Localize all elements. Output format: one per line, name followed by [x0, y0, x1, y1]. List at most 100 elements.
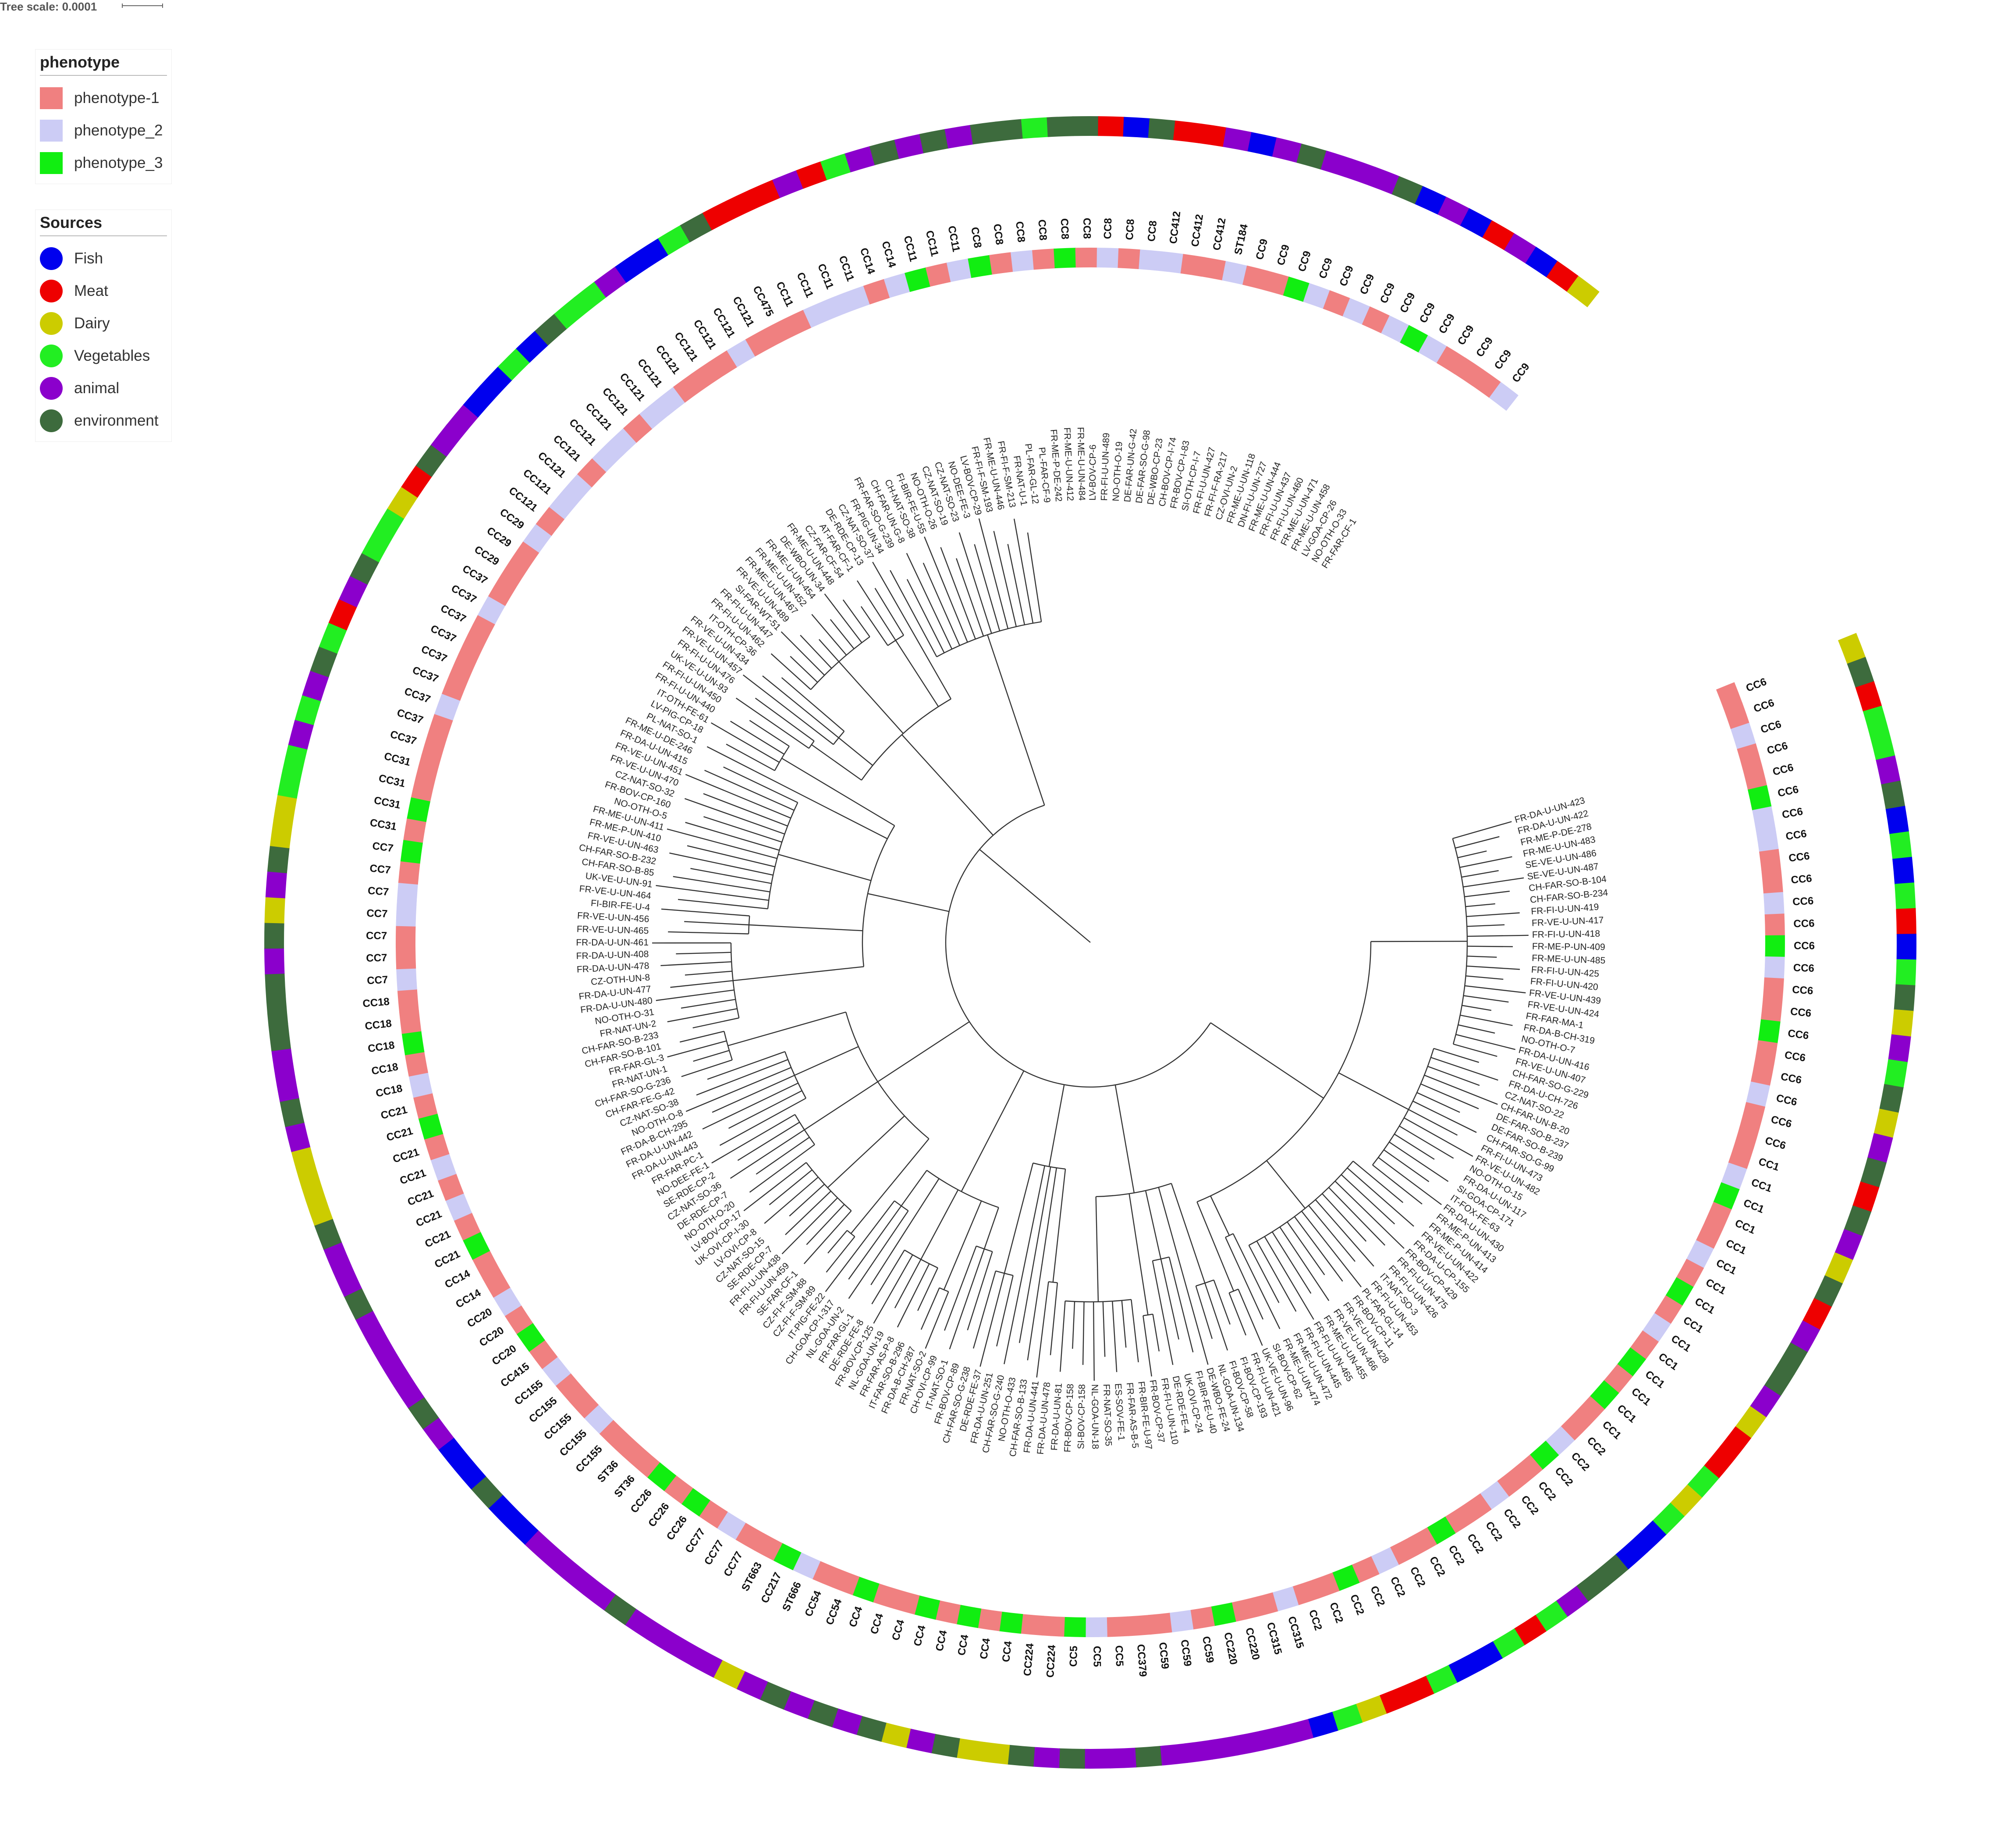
- cc-label: CC2: [1553, 1465, 1575, 1489]
- cc-label: CC6: [1771, 761, 1795, 778]
- cc-label: CC1: [1724, 1237, 1748, 1257]
- source-segment: [1021, 117, 1049, 139]
- source-segment: [1777, 1342, 1808, 1375]
- source-segment: [749, 179, 781, 208]
- tip-branch: [696, 1059, 788, 1096]
- phenotype-segment: [404, 1051, 428, 1077]
- tip-branch: [685, 1067, 791, 1112]
- phenotype-segment: [407, 796, 431, 822]
- cc-label: CC4: [847, 1605, 865, 1629]
- cc-label: CC9: [1455, 323, 1476, 347]
- cc-label: CC1: [1681, 1314, 1705, 1336]
- source-segment: [516, 331, 549, 363]
- phenotype-segment: [1381, 315, 1410, 343]
- tip-branch: [1152, 1261, 1174, 1365]
- phenotype-ring: [395, 248, 1785, 1638]
- phenotype-segment: [1737, 743, 1762, 770]
- cc-label: CC315: [1264, 1621, 1284, 1656]
- legend-label: Meat: [74, 282, 108, 299]
- source-segment: [1525, 246, 1558, 278]
- tip-branch: [827, 1230, 848, 1254]
- source-segment: [305, 1194, 333, 1226]
- phenotype-segment: [1370, 1547, 1399, 1574]
- source-segment: [1735, 1406, 1767, 1439]
- source-segment: [488, 1494, 521, 1527]
- tip-branch: [1412, 1100, 1477, 1133]
- phenotype-segment: [1742, 764, 1767, 790]
- tip-branch: [1408, 1109, 1458, 1136]
- tip-branch: [719, 1098, 806, 1146]
- source-segment: [1345, 158, 1376, 186]
- tip-labels: FR-DA-U-UN-423FR-DA-U-UN-422FR-ME-P-DE-2…: [576, 427, 1608, 1457]
- clade-branch: [794, 1046, 859, 1076]
- tip-branch: [871, 1250, 905, 1304]
- source-segment: [1596, 1554, 1629, 1586]
- cc-label: CC6: [1792, 895, 1814, 908]
- phenotype-segment: [623, 413, 653, 443]
- tip-branch: [996, 1275, 1014, 1347]
- tip-branch: [1322, 1193, 1367, 1242]
- phenotype-segment: [727, 339, 756, 367]
- phenotype-segment: [717, 1511, 746, 1540]
- phenotype-segment: [1735, 1122, 1760, 1149]
- phenotype-segment: [396, 968, 417, 991]
- tip-label: LV-BOV-CP-6: [1088, 444, 1098, 501]
- cc-label: CC2: [1519, 1493, 1541, 1517]
- phenotype-segment: [1106, 1616, 1129, 1637]
- sources-legend: Sources Fish Meat Dairy Vegetables anima…: [35, 210, 172, 442]
- tip-branch: [704, 770, 795, 811]
- source-segment: [1844, 1205, 1871, 1237]
- phenotype-segment: [424, 1133, 450, 1160]
- tip-label: FR-VE-U-UN-417: [1532, 915, 1604, 928]
- source-segment: [319, 622, 347, 654]
- phenotype-segment: [647, 1462, 677, 1491]
- cc-label: CC8: [1124, 219, 1137, 240]
- phenotype-segment: [1332, 1564, 1360, 1591]
- cc-label: CC4: [933, 1629, 950, 1652]
- tip-branch: [749, 1144, 815, 1193]
- phenotype-segment: [1075, 248, 1098, 268]
- phenotype-segment: [1696, 1221, 1723, 1250]
- phenotype-segment: [681, 1488, 710, 1517]
- cc-label: CC1: [1669, 1333, 1693, 1354]
- cc-label: CC9: [1417, 301, 1437, 325]
- cc-label: CC9: [1510, 361, 1532, 385]
- cc-label: CC54: [823, 1597, 844, 1627]
- cc-label: CC11: [923, 229, 941, 258]
- phenotype-segment: [893, 1589, 920, 1615]
- tip-branch: [917, 1267, 938, 1311]
- tree-branches: [652, 518, 1529, 1381]
- tip-branch: [673, 876, 770, 892]
- source-segment: [463, 385, 495, 418]
- dairy-swatch: [40, 312, 63, 335]
- tip-branch: [890, 570, 937, 657]
- source-segment: [1425, 1665, 1458, 1694]
- clade-arc: [724, 1031, 733, 1060]
- fish-swatch: [40, 247, 63, 270]
- source-segment: [1504, 233, 1537, 264]
- tip-branch: [661, 908, 750, 917]
- cc-label: CC6: [1759, 718, 1783, 736]
- source-segment: [380, 1354, 411, 1387]
- tip-branch: [1256, 1240, 1297, 1312]
- source-segment: [1123, 117, 1150, 138]
- tip-branch: [1121, 1300, 1127, 1348]
- phenotype-segment: [1020, 1614, 1044, 1636]
- tip-branch: [1467, 956, 1497, 958]
- source-segment: [480, 366, 513, 399]
- cc-label: CC4: [868, 1612, 886, 1636]
- tip-branch: [790, 656, 818, 683]
- cc-label: CC2: [1327, 1601, 1345, 1624]
- tip-branch: [678, 899, 768, 910]
- cc-label: CC8: [1081, 218, 1093, 239]
- tip-label: NL-GOA-UN-18: [1089, 1384, 1100, 1449]
- tip-branch: [1463, 877, 1524, 888]
- phenotype-segment: [1032, 249, 1055, 270]
- cc-label: CC77: [683, 1526, 707, 1555]
- source-segment: [772, 170, 804, 198]
- phenotype-segment: [397, 989, 419, 1013]
- phenotype-segment: [434, 693, 461, 721]
- phenotype-segment: [773, 1542, 802, 1571]
- tip-branch: [710, 722, 780, 763]
- legend-item-phenotype-3: phenotype_3: [40, 147, 167, 179]
